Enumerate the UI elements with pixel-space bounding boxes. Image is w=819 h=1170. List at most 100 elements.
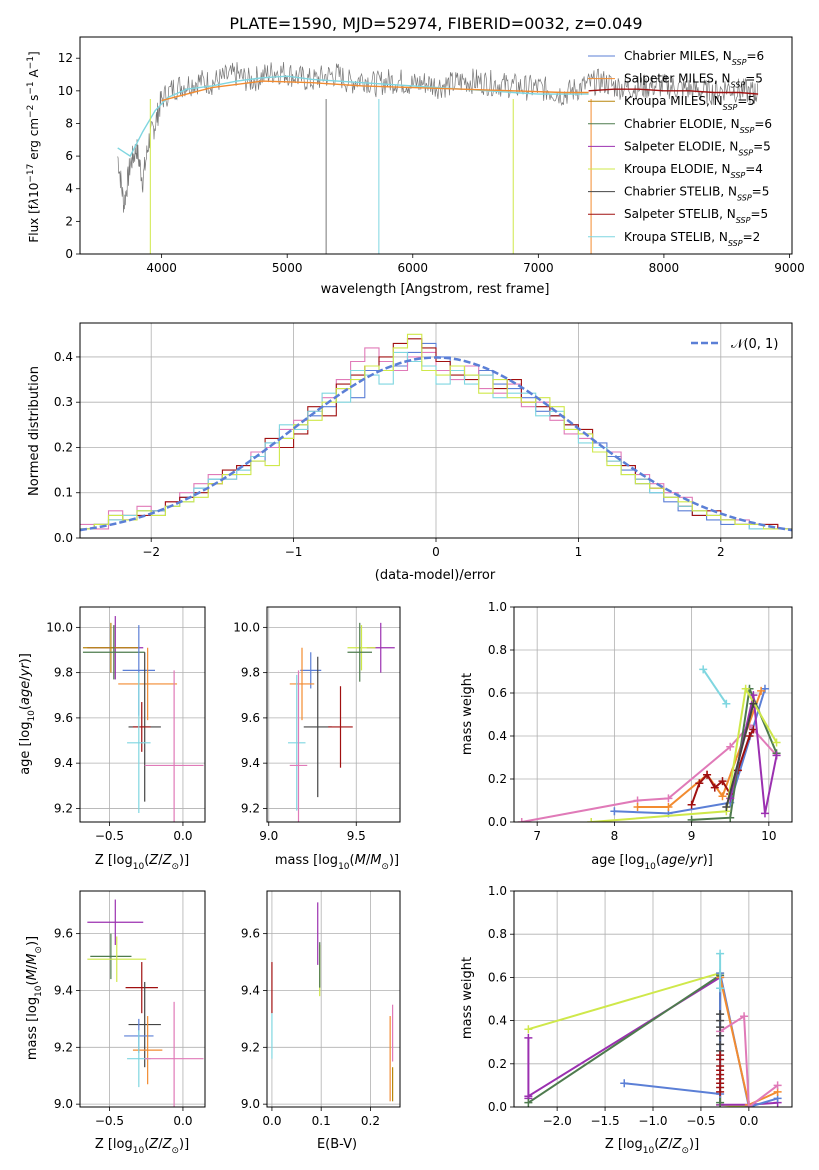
histogram-step-line	[80, 347, 792, 530]
residual-x-label: (data-model)/error	[375, 568, 496, 583]
y-tick-label: 9.6	[241, 711, 260, 725]
x-tick-label: 8000	[649, 261, 680, 275]
x-tick-label: 1	[575, 545, 583, 559]
x-tick-label: −1.5	[590, 1114, 619, 1128]
weight-line	[725, 703, 755, 808]
weight-point	[740, 1012, 749, 1021]
x-tick-label: 0.0	[173, 1114, 192, 1128]
weight-point	[718, 792, 727, 801]
y-tick-label: 9.8	[241, 666, 260, 680]
weight-line	[702, 668, 728, 705]
normal-curve	[80, 356, 792, 532]
stacked-marker	[716, 1023, 725, 1032]
weight-point	[744, 1103, 753, 1107]
weight-point	[722, 802, 731, 811]
y-tick-label: 6	[65, 149, 73, 163]
age-z-x-label: Z [log10(Z/Z⊙)]	[95, 853, 189, 872]
stacked-marker	[716, 1087, 725, 1096]
x-tick-label: 0.0	[262, 1114, 281, 1128]
axes-frame	[513, 606, 793, 823]
plot-content	[87, 899, 204, 1107]
x-tick-label: −1	[285, 545, 303, 559]
x-tick-label: −1.0	[638, 1114, 667, 1128]
spectrum-model-line	[161, 80, 589, 102]
residual-panel: (data-model)/error Normed distribution −…	[27, 322, 793, 583]
y-tick-label: 9.2	[241, 1040, 260, 1054]
x-tick-label: −0.5	[686, 1114, 715, 1128]
y-tick-label: 0.6	[488, 686, 507, 700]
x-tick-label: −2.0	[543, 1114, 572, 1128]
plot-content	[80, 333, 792, 532]
spectrum-plot-area: 4000 5000 6000 7000 8000 9000 0 2 4 6 8 10 12	[58, 36, 805, 275]
spectrum-model-line	[117, 75, 589, 158]
normal-legend-label: 𝒩(0, 1)	[731, 337, 778, 352]
y-tick-label: 10.0	[233, 620, 260, 634]
weight-point	[722, 699, 731, 708]
age-z-y-label: age [log10(age/yr)]	[18, 653, 37, 775]
weight-point	[710, 783, 719, 792]
x-tick-label: 9	[688, 829, 696, 843]
age-z-panel: Z [log10(Z/Z⊙)] age [log10(age/yr)] −0.5…	[18, 606, 206, 872]
weight-age-y-label: mass weight	[460, 673, 475, 755]
stacked-marker	[716, 1031, 725, 1040]
y-tick-label: 0.1	[54, 486, 73, 500]
weight-point	[760, 809, 769, 818]
x-tick-label: 7	[533, 829, 541, 843]
weight-point	[741, 684, 750, 693]
mass-ebv-plot-area: 0.0 0.1 0.2 9.0 9.2 9.4 9.6	[241, 890, 401, 1128]
weight-point	[517, 818, 526, 822]
y-tick-label: 8	[65, 116, 73, 130]
x-tick-label: 9.0	[259, 829, 278, 843]
weight-point	[772, 751, 781, 760]
y-tick-label: 0.8	[488, 927, 507, 941]
legend-label: Chabrier MILES, NSSP=6	[624, 49, 764, 67]
y-tick-label: 9.4	[54, 983, 73, 997]
x-tick-label: 0.0	[173, 829, 192, 843]
weight-point	[695, 779, 704, 788]
x-tick-label: 4000	[146, 261, 177, 275]
weight-point	[687, 800, 696, 809]
y-tick-label: 0.0	[488, 815, 507, 829]
y-tick-label: 0.0	[488, 1100, 507, 1114]
spectrum-legend: Chabrier MILES, NSSP=6 Salpeter MILES, NS…	[588, 49, 772, 247]
legend-label: Chabrier STELIB, NSSP=5	[624, 185, 769, 203]
mass-z-x-label: Z [log10(Z/Z⊙)]	[95, 1137, 189, 1156]
x-tick-label: 0	[432, 545, 440, 559]
residual-plot-area: −2 −1 0 1 2 0.0 0.1 0.2 0.3 0.4	[54, 322, 793, 559]
y-tick-label: 0.6	[488, 970, 507, 984]
figure-title: PLATE=1590, MJD=52974, FIBERID=0032, z=0…	[229, 14, 642, 33]
weight-point	[587, 818, 596, 822]
axes-frame	[79, 322, 793, 539]
weight-point	[620, 1079, 629, 1088]
residual-y-label: Normed distribution	[27, 366, 42, 496]
age-z-plot-area: −0.5 0.0 9.2 9.4 9.6 9.8 10.0	[46, 606, 206, 843]
x-tick-label: −2	[142, 545, 160, 559]
weight-point	[716, 949, 725, 958]
plot-content	[288, 622, 395, 822]
mass-ebv-panel: E(B-V) 0.0 0.1 0.2 9.0 9.2 9.4 9.6	[241, 890, 401, 1152]
spectrum-y-label: Flux [fλ10−17 erg cm−2 s−1 A−1]	[26, 51, 41, 242]
y-tick-label: 9.4	[241, 756, 260, 770]
y-tick-label: 9.6	[241, 927, 260, 941]
mass-z-panel: Z [log10(Z/Z⊙)] mass [log10(M/M⊙)] −0.5 0…	[25, 890, 206, 1156]
axes-frame	[513, 890, 793, 1108]
age-mass-panel: mass [log10(M/M⊙)] 9.0 9.5 9.2 9.4 9.6 9.8 10.…	[233, 606, 401, 872]
age-mass-plot-area: 9.0 9.5 9.2 9.4 9.6 9.8 10.0	[233, 606, 401, 843]
y-tick-label: 12	[58, 51, 73, 65]
mass-z-plot-area: −0.5 0.0 9.0 9.2 9.4 9.6	[54, 890, 206, 1128]
weight-point	[699, 665, 708, 674]
axes-frame	[79, 36, 793, 255]
y-tick-label: 9.6	[54, 711, 73, 725]
weight-point	[716, 1098, 725, 1107]
weight-age-plot-area: 7 8 9 10 0.0 0.2 0.4 0.6 0.8 1.0	[488, 600, 793, 843]
plot-content	[271, 902, 394, 1102]
legend-label: Kroupa MILES, NSSP=5	[624, 94, 755, 112]
spectrum-panel: wavelength [Angstrom, rest frame] Flux […	[26, 36, 805, 297]
spectrum-model-line	[588, 88, 759, 95]
x-tick-label: 0.0	[739, 1114, 758, 1128]
plot-content	[82, 616, 204, 822]
y-tick-label: 9.4	[241, 983, 260, 997]
weight-z-plot-area: −2.0 −1.5 −1.0 −0.5 0.0 0.0 0.2 0.4 0.6 0.8 1.0	[488, 884, 793, 1128]
y-tick-label: 0.2	[54, 440, 73, 454]
